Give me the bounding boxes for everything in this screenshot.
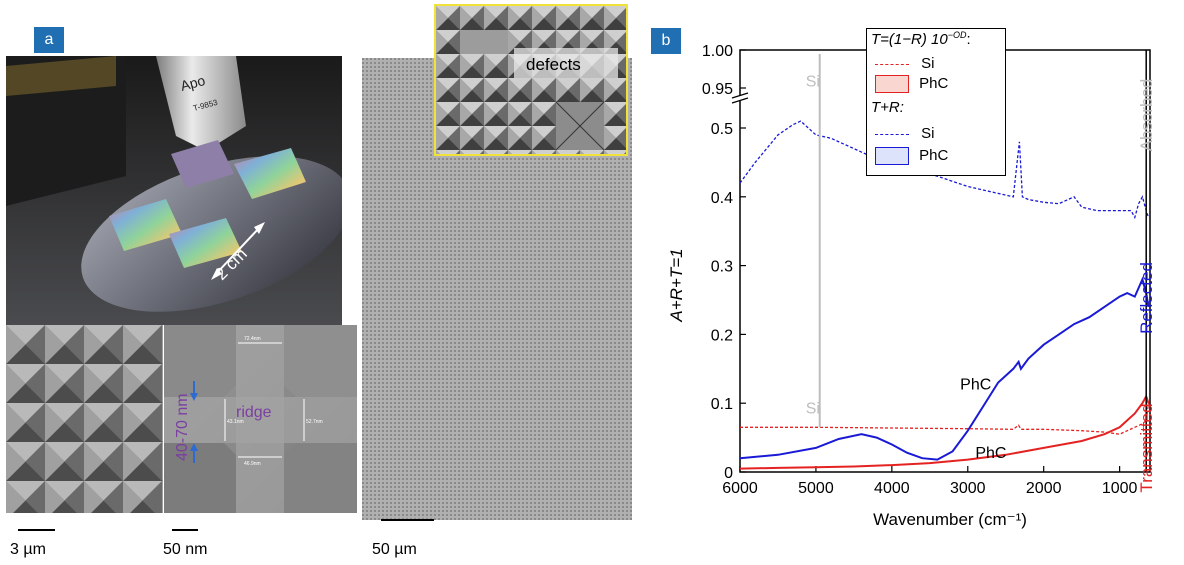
- legend-label-si-tr: Si: [921, 125, 935, 142]
- sem-pattern-image: [6, 325, 163, 513]
- legend-header-t-text: T=(1−R) 10: [871, 31, 948, 48]
- panel-a-label: a: [34, 27, 64, 53]
- measurement-3: 52.7nm: [306, 419, 323, 425]
- legend-item-si-t: Si: [875, 55, 935, 72]
- label-transmitted: Transmitted: [1137, 403, 1156, 493]
- axis-break-gap: [734, 95, 746, 101]
- measurement-2: 43.1nm: [227, 419, 244, 425]
- chart-legend: T=(1−R) 10−OD: Si PhC T+R: Si PhC: [866, 28, 1006, 176]
- y-tick-label: 0.2: [711, 327, 733, 344]
- legend-item-si-tr: Si: [875, 125, 935, 142]
- x-tick-label: 1000: [1102, 480, 1138, 497]
- axis-break-mark: [731, 92, 749, 99]
- scalebar-3um: [18, 529, 55, 531]
- phc-sample-4: [169, 218, 242, 268]
- phc-annotation: PhC: [975, 445, 1006, 462]
- legend-dash-red: [875, 63, 909, 65]
- height-label: 40-70 nm: [174, 393, 191, 461]
- wafer-photo-drawing: Apo T-9853 2 cm: [6, 56, 342, 325]
- x-tick-label: 3000: [950, 480, 986, 497]
- phc-sample-3: [109, 199, 182, 251]
- y-tick-label: 0.5: [711, 121, 733, 138]
- wafer-photo: Apo T-9853 2 cm: [6, 56, 342, 325]
- y-axis-label: A+R+T=1: [667, 248, 686, 322]
- phc-annotation: PhC: [960, 376, 991, 393]
- ridge-label: ridge: [236, 404, 272, 421]
- scalebar-50um: [381, 519, 434, 521]
- label-reflected: Reflected: [1137, 262, 1156, 334]
- y-tick-label: 0.4: [711, 190, 733, 207]
- scale-label-50nm: 50 nm: [163, 541, 208, 558]
- objective-brand-text: Apo: [179, 72, 207, 94]
- legend-header-t-exp: −OD: [947, 30, 967, 40]
- y-tick-label: 0.95: [702, 81, 733, 98]
- y-tick-label: 0.1: [711, 396, 733, 413]
- measurement-1: 72.4nm: [244, 336, 261, 342]
- series-line-phc-1: [739, 276, 1150, 461]
- legend-box-red: [875, 75, 909, 94]
- legend-header-t-tail: :: [966, 31, 971, 48]
- series-line-si-2: [740, 403, 1150, 435]
- legend-label-phc-t: PhC: [919, 75, 949, 92]
- label-absorbed: Absorbed: [1137, 78, 1156, 152]
- y-tick-label: 0: [724, 465, 733, 482]
- legend-dash-blue: [875, 133, 909, 135]
- defects-inset: defects: [434, 4, 628, 156]
- scale-label-50um: 50 µm: [372, 541, 417, 558]
- y-tick-label: 1.00: [702, 43, 733, 60]
- si-annotation: Si: [806, 74, 820, 91]
- scale-label-3um: 3 µm: [10, 541, 46, 558]
- legend-header-tr: T+R:: [871, 99, 904, 116]
- measurement-4: 46.9nm: [244, 461, 261, 467]
- legend-header-t: T=(1−R) 10−OD:: [871, 30, 971, 48]
- scalebar-50nm: [172, 529, 198, 531]
- legend-box-blue: [875, 147, 909, 166]
- phc-sample-1: [171, 140, 234, 188]
- y-tick-label: 0.3: [711, 259, 733, 276]
- size-arrow: [213, 225, 262, 277]
- legend-item-phc-t: PhC: [875, 75, 949, 94]
- si-annotation: Si: [806, 401, 820, 418]
- axis-break-mark: [731, 97, 749, 104]
- legend-label-phc-tr: PhC: [919, 147, 949, 164]
- sem-closeup-image: 72.4nm 43.1nm 52.7nm 46.9nm ridge 40-70 …: [164, 325, 357, 513]
- x-tick-label: 6000: [722, 480, 758, 497]
- legend-label-si-t: Si: [921, 55, 935, 72]
- panel-b-label: b: [651, 28, 681, 54]
- x-tick-label: 4000: [874, 480, 910, 497]
- x-axis-label: Wavenumber (cm⁻¹): [873, 510, 1027, 529]
- x-tick-label: 2000: [1026, 480, 1062, 497]
- series-line-phc-3: [739, 393, 1150, 470]
- x-tick-label: 5000: [798, 480, 834, 497]
- legend-item-phc-tr: PhC: [875, 147, 949, 166]
- defects-label: defects: [526, 55, 581, 74]
- phc-sample-2: [234, 148, 306, 199]
